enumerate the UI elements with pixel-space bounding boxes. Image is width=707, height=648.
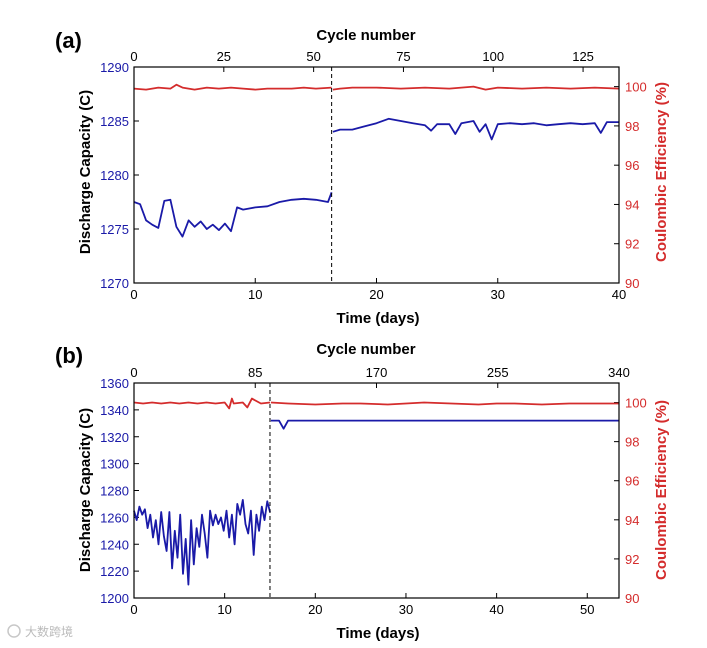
left-tick-label: 1270 [100, 276, 129, 291]
left-tick-label: 1300 [100, 457, 129, 472]
bottom-tick-label: 10 [217, 602, 231, 617]
right-tick-label: 90 [625, 591, 639, 606]
panel-b-bottom-ticks: 0 10 20 30 40 50 [130, 593, 595, 617]
top-tick-label: 125 [572, 49, 594, 64]
panel-a: (a) Cycle number 0 25 50 75 100 125 0 10 20 30 40… [55, 27, 670, 327]
left-tick-label: 1280 [100, 484, 129, 499]
left-tick-label: 1280 [100, 168, 129, 183]
top-tick-label: 0 [130, 365, 137, 380]
panel-a-plot-frame [133, 66, 620, 284]
panel-a-bottom-ticks: 0 10 20 30 40 [130, 278, 626, 302]
capacity-series-line-2 [332, 117, 619, 141]
right-tick-label: 90 [625, 276, 639, 291]
panel-b-left-axis-title: Discharge Capacity (C) [77, 408, 94, 572]
bottom-tick-label: 20 [369, 287, 383, 302]
panel-a-right-axis-title: Coulombic Efficiency (%) [653, 82, 670, 262]
bottom-tick-label: 10 [248, 287, 262, 302]
right-tick-label: 92 [625, 552, 639, 567]
efficiency-series-line-2 [332, 85, 620, 91]
bottom-tick-label: 50 [580, 602, 594, 617]
bottom-tick-label: 0 [130, 602, 137, 617]
left-tick-label: 1240 [100, 537, 129, 552]
left-tick-label: 1260 [100, 510, 129, 525]
efficiency-series-line-1 [133, 83, 332, 91]
panel-b-right-ticks: 90 92 94 96 98 100 [614, 396, 647, 606]
panel-b-top-axis-title: Cycle number [316, 341, 415, 358]
panel-a-series [133, 83, 620, 238]
panel-a-left-axis-title: Discharge Capacity (C) [77, 90, 94, 254]
left-tick-label: 1340 [100, 403, 129, 418]
top-tick-label: 50 [306, 49, 320, 64]
panel-b: (b) Cycle number 0 85 170 255 340 0 10 20 30 40 5… [55, 341, 670, 642]
right-tick-label: 96 [625, 474, 639, 489]
right-tick-label: 96 [625, 158, 639, 173]
panel-a-top-axis-title: Cycle number [316, 27, 415, 44]
right-tick-label: 98 [625, 435, 639, 450]
right-tick-label: 94 [625, 513, 639, 528]
panel-a-right-ticks: 90 92 94 96 98 100 [614, 80, 647, 291]
watermark-logo-icon [7, 624, 21, 638]
left-tick-label: 1360 [100, 376, 129, 391]
bottom-tick-label: 0 [130, 287, 137, 302]
watermark-text: 大数跨境 [25, 624, 73, 639]
top-tick-label: 100 [482, 49, 504, 64]
capacity-series-line-2 [270, 419, 619, 430]
panel-b-plot-frame [133, 382, 620, 599]
capacity-series-line-1 [133, 498, 271, 586]
panel-b-right-axis-title: Coulombic Efficiency (%) [653, 400, 670, 580]
panel-b-left-ticks: 1200 1220 1240 1260 1280 1300 1320 1340 1360 [100, 376, 139, 606]
panel-b-top-ticks: 0 85 170 255 340 [130, 365, 630, 388]
left-tick-label: 1275 [100, 222, 129, 237]
panel-b-series [133, 397, 619, 586]
bottom-tick-label: 40 [489, 602, 503, 617]
bottom-tick-label: 40 [612, 287, 626, 302]
top-tick-label: 75 [396, 49, 410, 64]
efficiency-series-line-1 [133, 397, 271, 410]
left-tick-label: 1200 [100, 591, 129, 606]
left-tick-label: 1290 [100, 60, 129, 75]
panel-b-x-axis-title: Time (days) [336, 625, 419, 642]
panel-a-top-ticks: 0 25 50 75 100 125 [130, 49, 594, 72]
left-tick-label: 1285 [100, 114, 129, 129]
bottom-tick-label: 30 [491, 287, 505, 302]
bottom-tick-label: 20 [308, 602, 322, 617]
top-tick-label: 0 [130, 49, 137, 64]
right-tick-label: 100 [625, 396, 647, 411]
right-tick-label: 100 [625, 80, 647, 95]
left-tick-label: 1220 [100, 564, 129, 579]
panel-a-left-ticks: 1270 1275 1280 1285 1290 [100, 60, 139, 291]
panel-a-label: (a) [55, 28, 82, 53]
panel-b-label: (b) [55, 343, 83, 368]
capacity-series-line-1 [133, 191, 333, 238]
top-tick-label: 85 [248, 365, 262, 380]
watermark: 大数跨境 [7, 624, 73, 639]
right-tick-label: 98 [625, 119, 639, 134]
top-tick-label: 340 [608, 365, 630, 380]
panel-a-x-axis-title: Time (days) [336, 310, 419, 327]
right-tick-label: 92 [625, 237, 639, 252]
efficiency-series-line-2 [270, 401, 619, 406]
top-tick-label: 170 [366, 365, 388, 380]
top-tick-label: 25 [217, 49, 231, 64]
bottom-tick-label: 30 [399, 602, 413, 617]
top-tick-label: 255 [487, 365, 509, 380]
left-tick-label: 1320 [100, 430, 129, 445]
right-tick-label: 94 [625, 197, 639, 212]
